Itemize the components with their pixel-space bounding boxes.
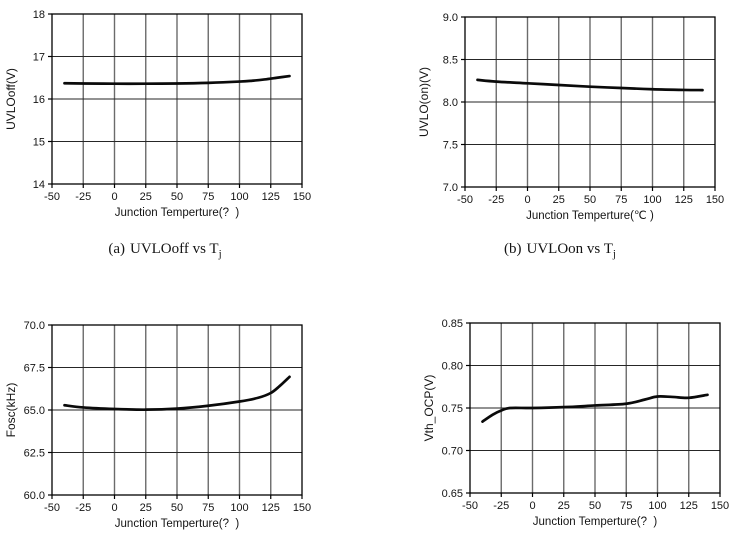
chart-canvas-fosc: -50 -25 0 25 50 75 100 125 150 60.0 62.5 65.0 67.5 70… [4,320,311,530]
chart-fosc: -50 -25 0 25 50 75 100 125 150 60.0 62.5 65.0 67.5 70… [0,311,340,544]
svg-text:-25: -25 [493,500,509,512]
svg-text:65.0: 65.0 [24,405,45,417]
svg-text:-25: -25 [488,194,504,206]
svg-text:15: 15 [33,137,45,149]
svg-text:150: 150 [706,194,724,206]
svg-text:0: 0 [524,194,530,206]
svg-text:-50: -50 [457,194,473,206]
svg-text:75: 75 [202,502,214,514]
svg-text:-25: -25 [75,502,91,514]
svg-text:0.85: 0.85 [442,318,463,330]
svg-text:100: 100 [230,191,248,203]
svg-text:75: 75 [620,500,632,512]
svg-text:8.5: 8.5 [443,55,458,67]
svg-text:25: 25 [140,191,152,203]
svg-text:50: 50 [584,194,596,206]
caption-b-index: (b) [504,241,522,257]
y-axis-label-uvloon: UVLO(on)(V) [417,67,431,137]
svg-text:125: 125 [262,502,280,514]
caption-a-text: UVLOoff vs T [129,241,219,257]
x-axis-label-uvlooff: Junction Temperture(? ) [115,207,240,219]
x-axis-label-fosc: Junction Temperture(? ) [115,518,240,530]
chart-uvloon: -50 -25 0 25 50 75 100 125 150 7.0 7.5 8.0 8.5 9.0 Jun… [413,3,736,236]
data-curve-uvloon [476,78,704,92]
svg-text:0: 0 [529,500,535,512]
svg-text:9.0: 9.0 [443,12,458,24]
data-curve-uvlooff [63,74,291,86]
svg-text:-50: -50 [44,191,60,203]
svg-text:75: 75 [615,194,627,206]
svg-text:-50: -50 [44,502,60,514]
svg-text:150: 150 [293,191,311,203]
svg-text:14: 14 [33,179,45,191]
caption-b-subscript: j [612,248,616,260]
svg-text:18: 18 [33,9,45,21]
svg-text:-50: -50 [462,500,478,512]
svg-text:100: 100 [648,500,666,512]
svg-text:75: 75 [202,191,214,203]
caption-b-text: UVLOon vs T [526,241,613,257]
svg-text:-25: -25 [75,191,91,203]
svg-text:50: 50 [171,191,183,203]
svg-text:50: 50 [171,502,183,514]
chart-canvas-uvloon: -50 -25 0 25 50 75 100 125 150 7.0 7.5 8.0 8.5 9.0 Jun… [417,12,724,222]
svg-text:100: 100 [230,502,248,514]
svg-text:0.75: 0.75 [442,403,463,415]
svg-text:16: 16 [33,94,45,106]
svg-text:25: 25 [558,500,570,512]
svg-text:62.5: 62.5 [24,448,45,460]
svg-text:7.0: 7.0 [443,182,458,194]
svg-text:25: 25 [140,502,152,514]
svg-text:125: 125 [680,500,698,512]
svg-text:0.70: 0.70 [442,446,463,458]
svg-text:70.0: 70.0 [24,320,45,332]
svg-text:7.5: 7.5 [443,140,458,152]
svg-text:150: 150 [711,500,729,512]
chart-canvas-vth_ocp: -50 -25 0 25 50 75 100 125 150 0.65 0.70 0.75 0.80 0.… [422,318,729,528]
svg-text:125: 125 [262,191,280,203]
caption-a-index: (a) [108,241,125,257]
svg-text:17: 17 [33,52,45,64]
svg-text:0: 0 [111,502,117,514]
y-axis-label-fosc: Fosc(kHz) [4,383,18,438]
svg-text:0.65: 0.65 [442,488,463,500]
data-curve-fosc [63,375,291,412]
svg-text:125: 125 [675,194,693,206]
svg-text:0: 0 [111,191,117,203]
svg-text:8.0: 8.0 [443,97,458,109]
svg-text:150: 150 [293,502,311,514]
x-axis-label-vth_ocp: Junction Temperture(? ) [533,516,658,528]
caption-a: (a) UVLOoff vs Tj [60,241,270,260]
caption-b: (b) UVLOon vs Tj [455,241,665,260]
y-axis-label-uvlooff: UVLOoff(V) [4,68,18,130]
chart-uvlooff: -50 -25 0 25 50 75 100 125 150 14 15 16 17 18 Junction… [0,0,340,233]
data-curve-vth_ocp [481,393,709,423]
x-axis-label-uvloon: Junction Temperture(℃ ) [526,210,654,222]
y-axis-label-vth_ocp: Vth_OCP(V) [422,375,436,442]
svg-text:60.0: 60.0 [24,490,45,502]
svg-text:0.80: 0.80 [442,361,463,373]
svg-text:50: 50 [589,500,601,512]
chart-vth-ocp: -50 -25 0 25 50 75 100 125 150 0.65 0.70 0.75 0.80 0.… [418,309,736,542]
svg-text:100: 100 [643,194,661,206]
chart-canvas-uvlooff: -50 -25 0 25 50 75 100 125 150 14 15 16 17 18 Junction… [4,9,311,219]
svg-text:25: 25 [553,194,565,206]
caption-a-subscript: j [218,248,222,260]
svg-text:67.5: 67.5 [24,363,45,375]
